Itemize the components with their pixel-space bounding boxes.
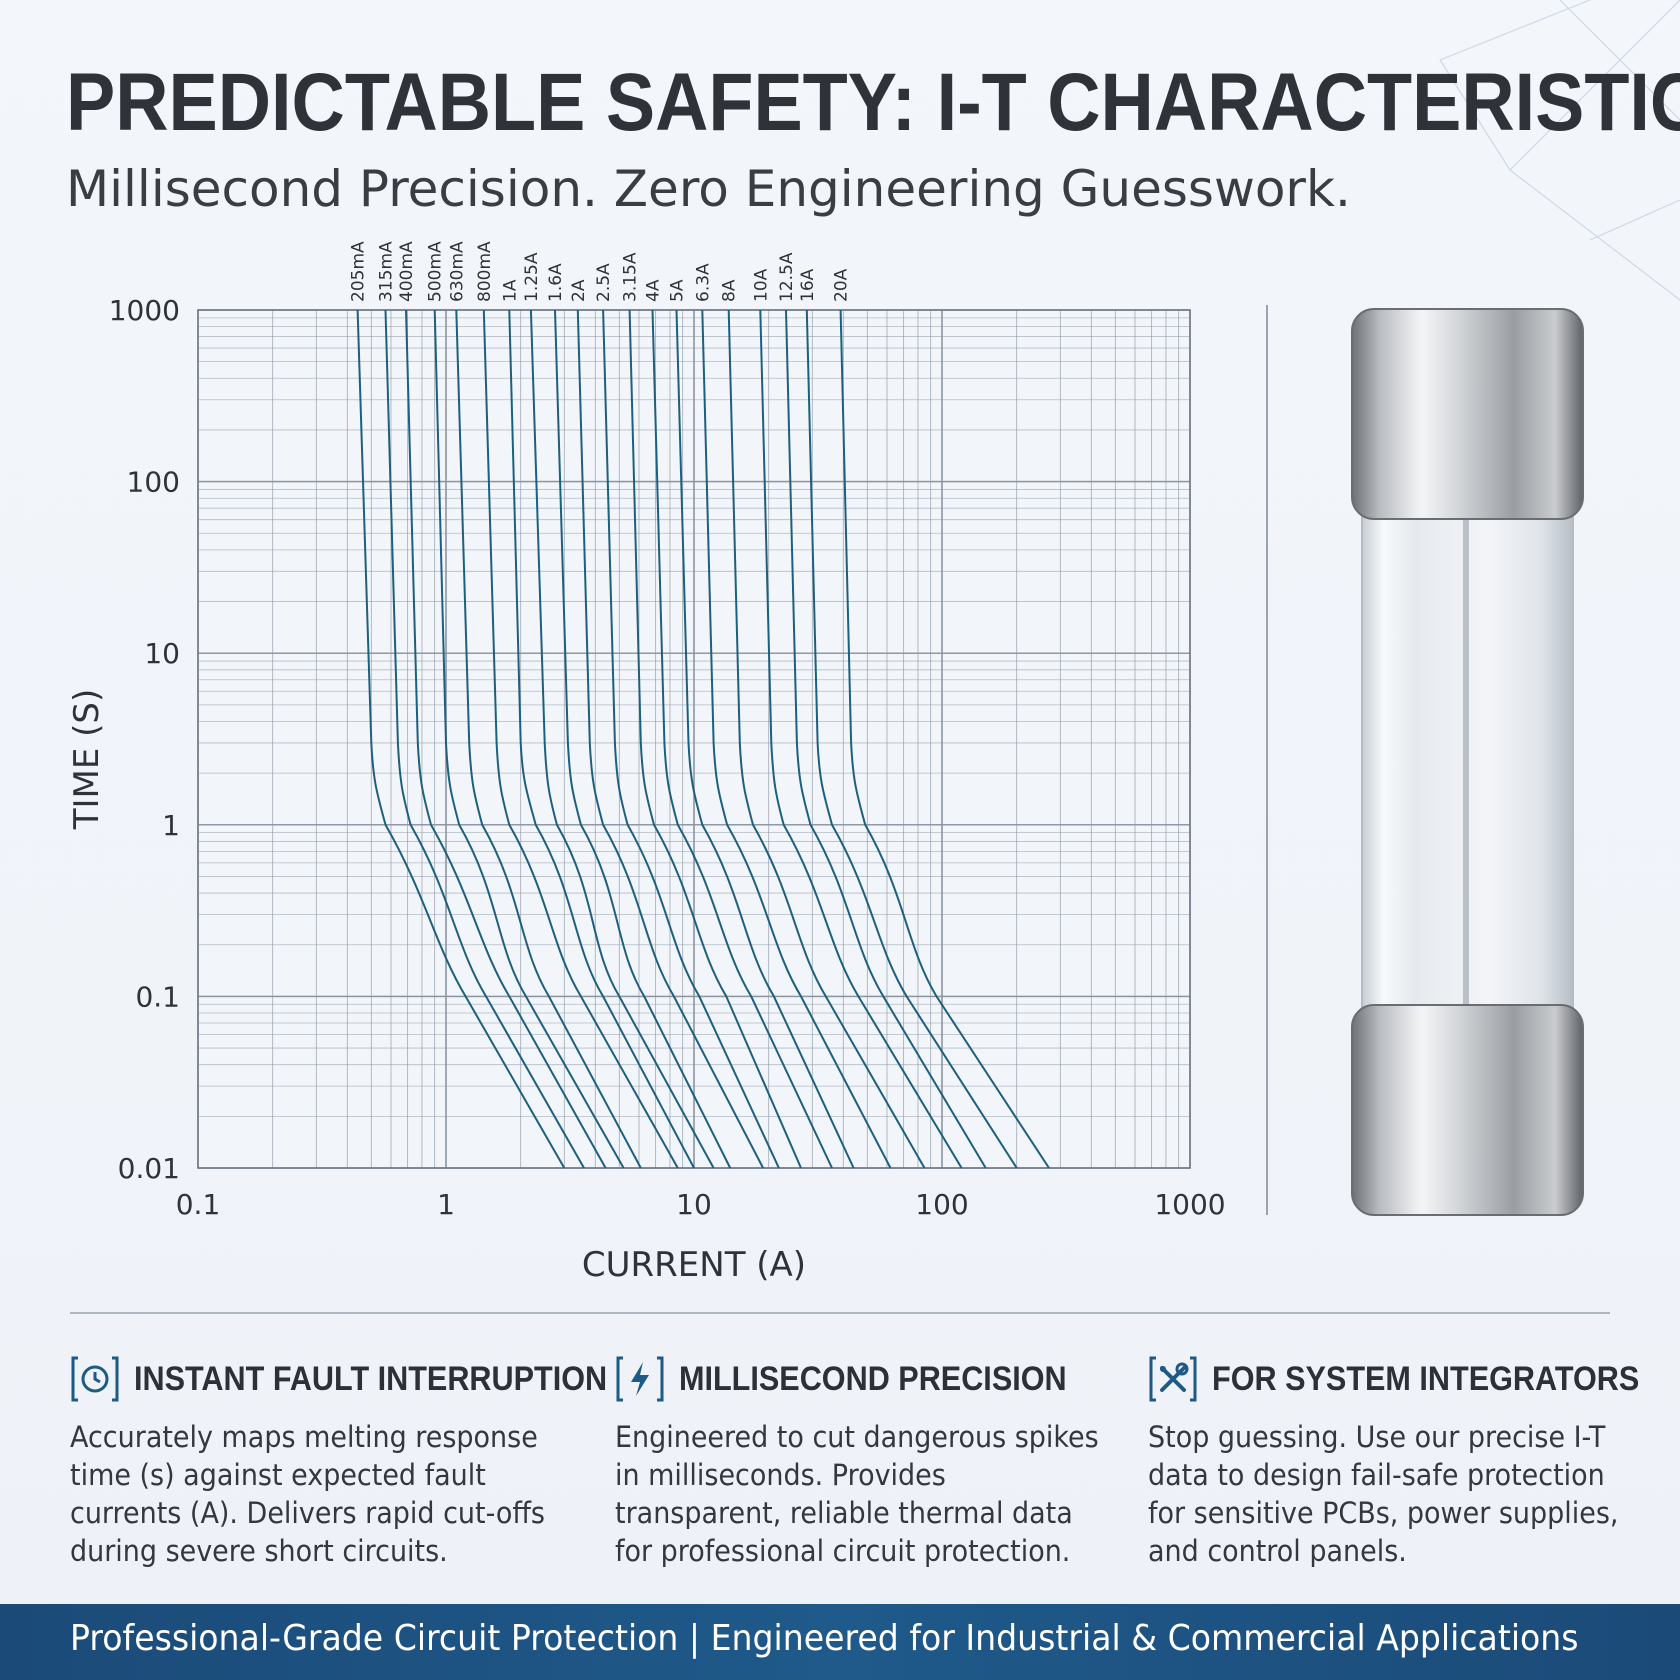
- features-row: INSTANT FAULT INTERRUPTION Accurately ma…: [70, 1352, 1639, 1602]
- section-divider: [70, 1312, 1610, 1314]
- feature-for-system-integrators: FOR SYSTEM INTEGRATORS Stop guessing. Us…: [1148, 1352, 1648, 1570]
- it-curve-800mA: [482, 309, 679, 1169]
- series-label: 2A: [569, 279, 589, 302]
- series-label: 500mA: [426, 241, 446, 302]
- it-curve-2A: [576, 309, 764, 1169]
- feature-title: FOR SYSTEM INTEGRATORS: [1212, 1359, 1640, 1398]
- series-label: 3.15A: [621, 252, 641, 302]
- series-label: 5A: [667, 279, 687, 302]
- it-curve-1.6A: [554, 309, 732, 1169]
- series-label: 8A: [720, 279, 740, 302]
- it-curve-20A: [839, 309, 1050, 1169]
- it-curve-500mA: [433, 309, 625, 1169]
- y-tick-label: 1: [162, 809, 180, 842]
- it-curve-400mA: [405, 309, 607, 1169]
- series-label: 1A: [500, 279, 520, 302]
- x-tick-label: 10: [676, 1188, 712, 1221]
- y-tick-label: 10: [144, 637, 180, 670]
- series-label: 205mA: [349, 241, 369, 302]
- glass-fuse-image: [1351, 308, 1584, 1216]
- series-label: 4A: [643, 279, 663, 302]
- series-label: 315mA: [376, 241, 396, 302]
- series-label: 6.3A: [693, 263, 713, 302]
- x-tick-label: 1: [437, 1188, 455, 1221]
- it-curve-6.3A: [701, 309, 892, 1169]
- series-label: 630mA: [447, 241, 467, 302]
- series-label: 2.5A: [594, 263, 614, 302]
- x-axis-label: CURRENT (A): [582, 1245, 806, 1285]
- it-curve-205mA: [356, 309, 566, 1169]
- page-title: PREDICTABLE SAFETY: I-T CHARACTERISTICS: [66, 57, 1680, 148]
- background-pattern: [1439, 0, 1680, 301]
- it-curve-1A: [508, 309, 695, 1169]
- it-curve-3.15A: [628, 309, 802, 1169]
- feature-description: Accurately maps melting response time (s…: [70, 1420, 545, 1568]
- feature-title: MILLISECOND PRECISION: [679, 1359, 1067, 1398]
- series-label: 16A: [798, 268, 818, 302]
- it-curve-8A: [727, 309, 926, 1169]
- y-tick-label: 100: [127, 466, 180, 499]
- series-label: 1.25A: [522, 252, 542, 302]
- series-label: 12.5A: [777, 252, 797, 302]
- series-label: 10A: [751, 268, 771, 302]
- it-curve-5A: [675, 309, 855, 1169]
- it-characteristics-chart: 0.1 1 10 100 1000 0.01 0.1 1 10 100 1000 CURRENT (A…: [0, 230, 1240, 1290]
- lightning-icon: [615, 1354, 665, 1404]
- feature-description: Engineered to cut dangerous spikes in mi…: [615, 1420, 1099, 1568]
- it-curve-12.5A: [785, 309, 987, 1169]
- it-curve-630mA: [455, 309, 642, 1169]
- x-tick-label: 0.1: [176, 1188, 221, 1221]
- series-label: 20A: [832, 268, 852, 302]
- it-curve-1.25A: [529, 309, 715, 1169]
- it-curve-315mA: [384, 309, 585, 1169]
- it-curve-2.5A: [602, 309, 780, 1169]
- page-subtitle: Millisecond Precision. Zero Engineering …: [66, 160, 1351, 218]
- footer-text: Professional-Grade Circuit Protection | …: [70, 1618, 1579, 1659]
- series-label: 400mA: [397, 241, 417, 302]
- y-axis-label: TIME (S): [67, 689, 107, 831]
- series-label: 800mA: [475, 241, 495, 302]
- y-tick-label: 0.1: [135, 980, 180, 1013]
- series-label: 1.6A: [546, 263, 566, 302]
- y-tick-label: 0.01: [118, 1152, 180, 1185]
- it-curve-16A: [805, 309, 1018, 1169]
- it-curve-4A: [651, 309, 833, 1169]
- x-tick-label: 1000: [1154, 1188, 1225, 1221]
- footer-banner: Professional-Grade Circuit Protection | …: [0, 1604, 1680, 1680]
- feature-title: INSTANT FAULT INTERRUPTION: [134, 1359, 608, 1398]
- tools-icon: [1148, 1354, 1198, 1404]
- feature-instant-fault-interruption: INSTANT FAULT INTERRUPTION Accurately ma…: [70, 1352, 607, 1570]
- clock-icon: [70, 1354, 120, 1404]
- it-curve-10A: [759, 309, 963, 1169]
- feature-millisecond-precision: MILLISECOND PRECISION Engineered to cut …: [615, 1352, 1115, 1570]
- x-tick-label: 100: [915, 1188, 968, 1221]
- feature-description: Stop guessing. Use our precise I-T data …: [1148, 1420, 1619, 1568]
- vertical-divider: [1266, 305, 1268, 1215]
- y-tick-label: 1000: [109, 294, 180, 327]
